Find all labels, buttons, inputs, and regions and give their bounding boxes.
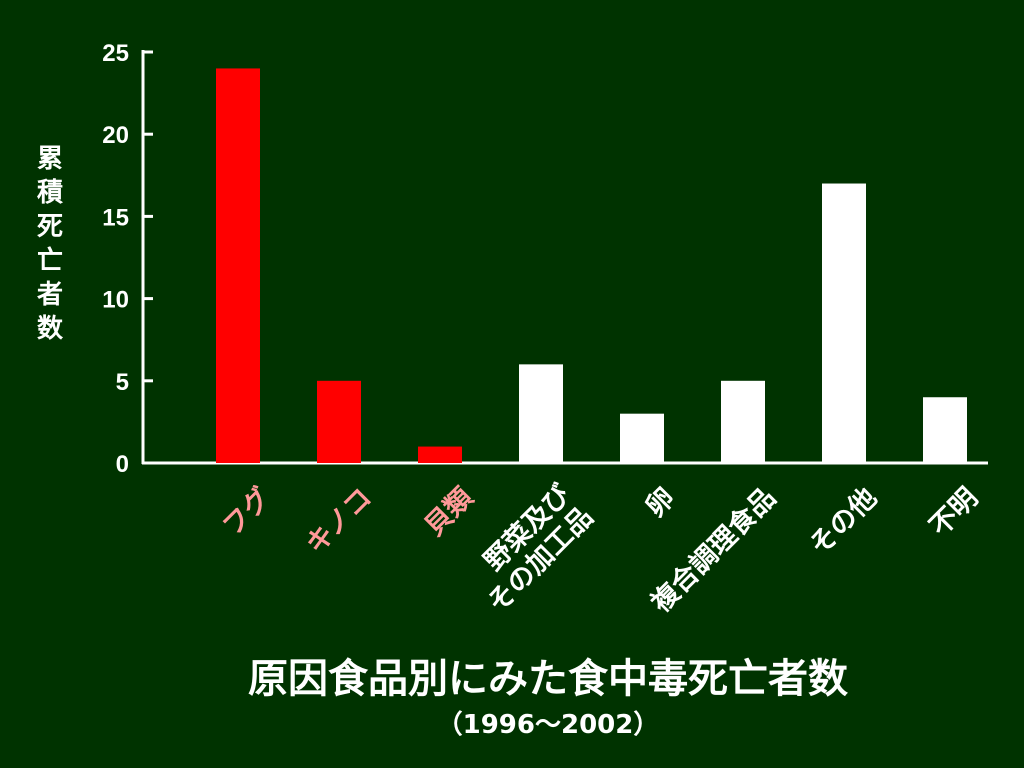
- bar: [216, 68, 260, 463]
- y-tick-label: 25: [102, 40, 129, 67]
- category-label-line: 貝類: [419, 481, 480, 542]
- category-label-line: 卵: [640, 482, 681, 523]
- category-label-line: 不明: [924, 482, 984, 542]
- y-tick-label: 5: [116, 369, 129, 396]
- category-label: 不明: [924, 482, 984, 542]
- category-label: フグ: [216, 481, 277, 542]
- chart-subtitle: （1996～2002）: [437, 710, 660, 740]
- bar: [620, 413, 664, 463]
- bar: [822, 183, 866, 463]
- bar: [418, 446, 462, 463]
- bars: [216, 68, 967, 463]
- y-axis-label-text: 累積死亡者数: [37, 144, 64, 344]
- category-label: その他: [804, 482, 883, 561]
- category-label-line: その他: [804, 482, 883, 561]
- y-axis-label: 累積死亡者数: [37, 144, 64, 344]
- category-label: キノコ: [300, 482, 378, 560]
- y-ticks: 0 5 10 15 20 25: [102, 40, 153, 478]
- bar: [721, 380, 765, 463]
- bar: [519, 364, 563, 463]
- category-label-line: フグ: [216, 481, 277, 542]
- chart-title: 原因食品別にみた食中毒死亡者数: [248, 656, 848, 702]
- category-label: 貝類: [419, 481, 480, 542]
- bar: [923, 397, 967, 463]
- category-label-line: キノコ: [300, 482, 378, 560]
- bar: [317, 380, 361, 463]
- y-tick-label: 10: [102, 287, 129, 314]
- y-tick-label: 20: [102, 122, 129, 149]
- category-label: 卵: [640, 482, 681, 523]
- y-tick-label: 0: [116, 451, 129, 478]
- y-tick-label: 15: [102, 204, 129, 231]
